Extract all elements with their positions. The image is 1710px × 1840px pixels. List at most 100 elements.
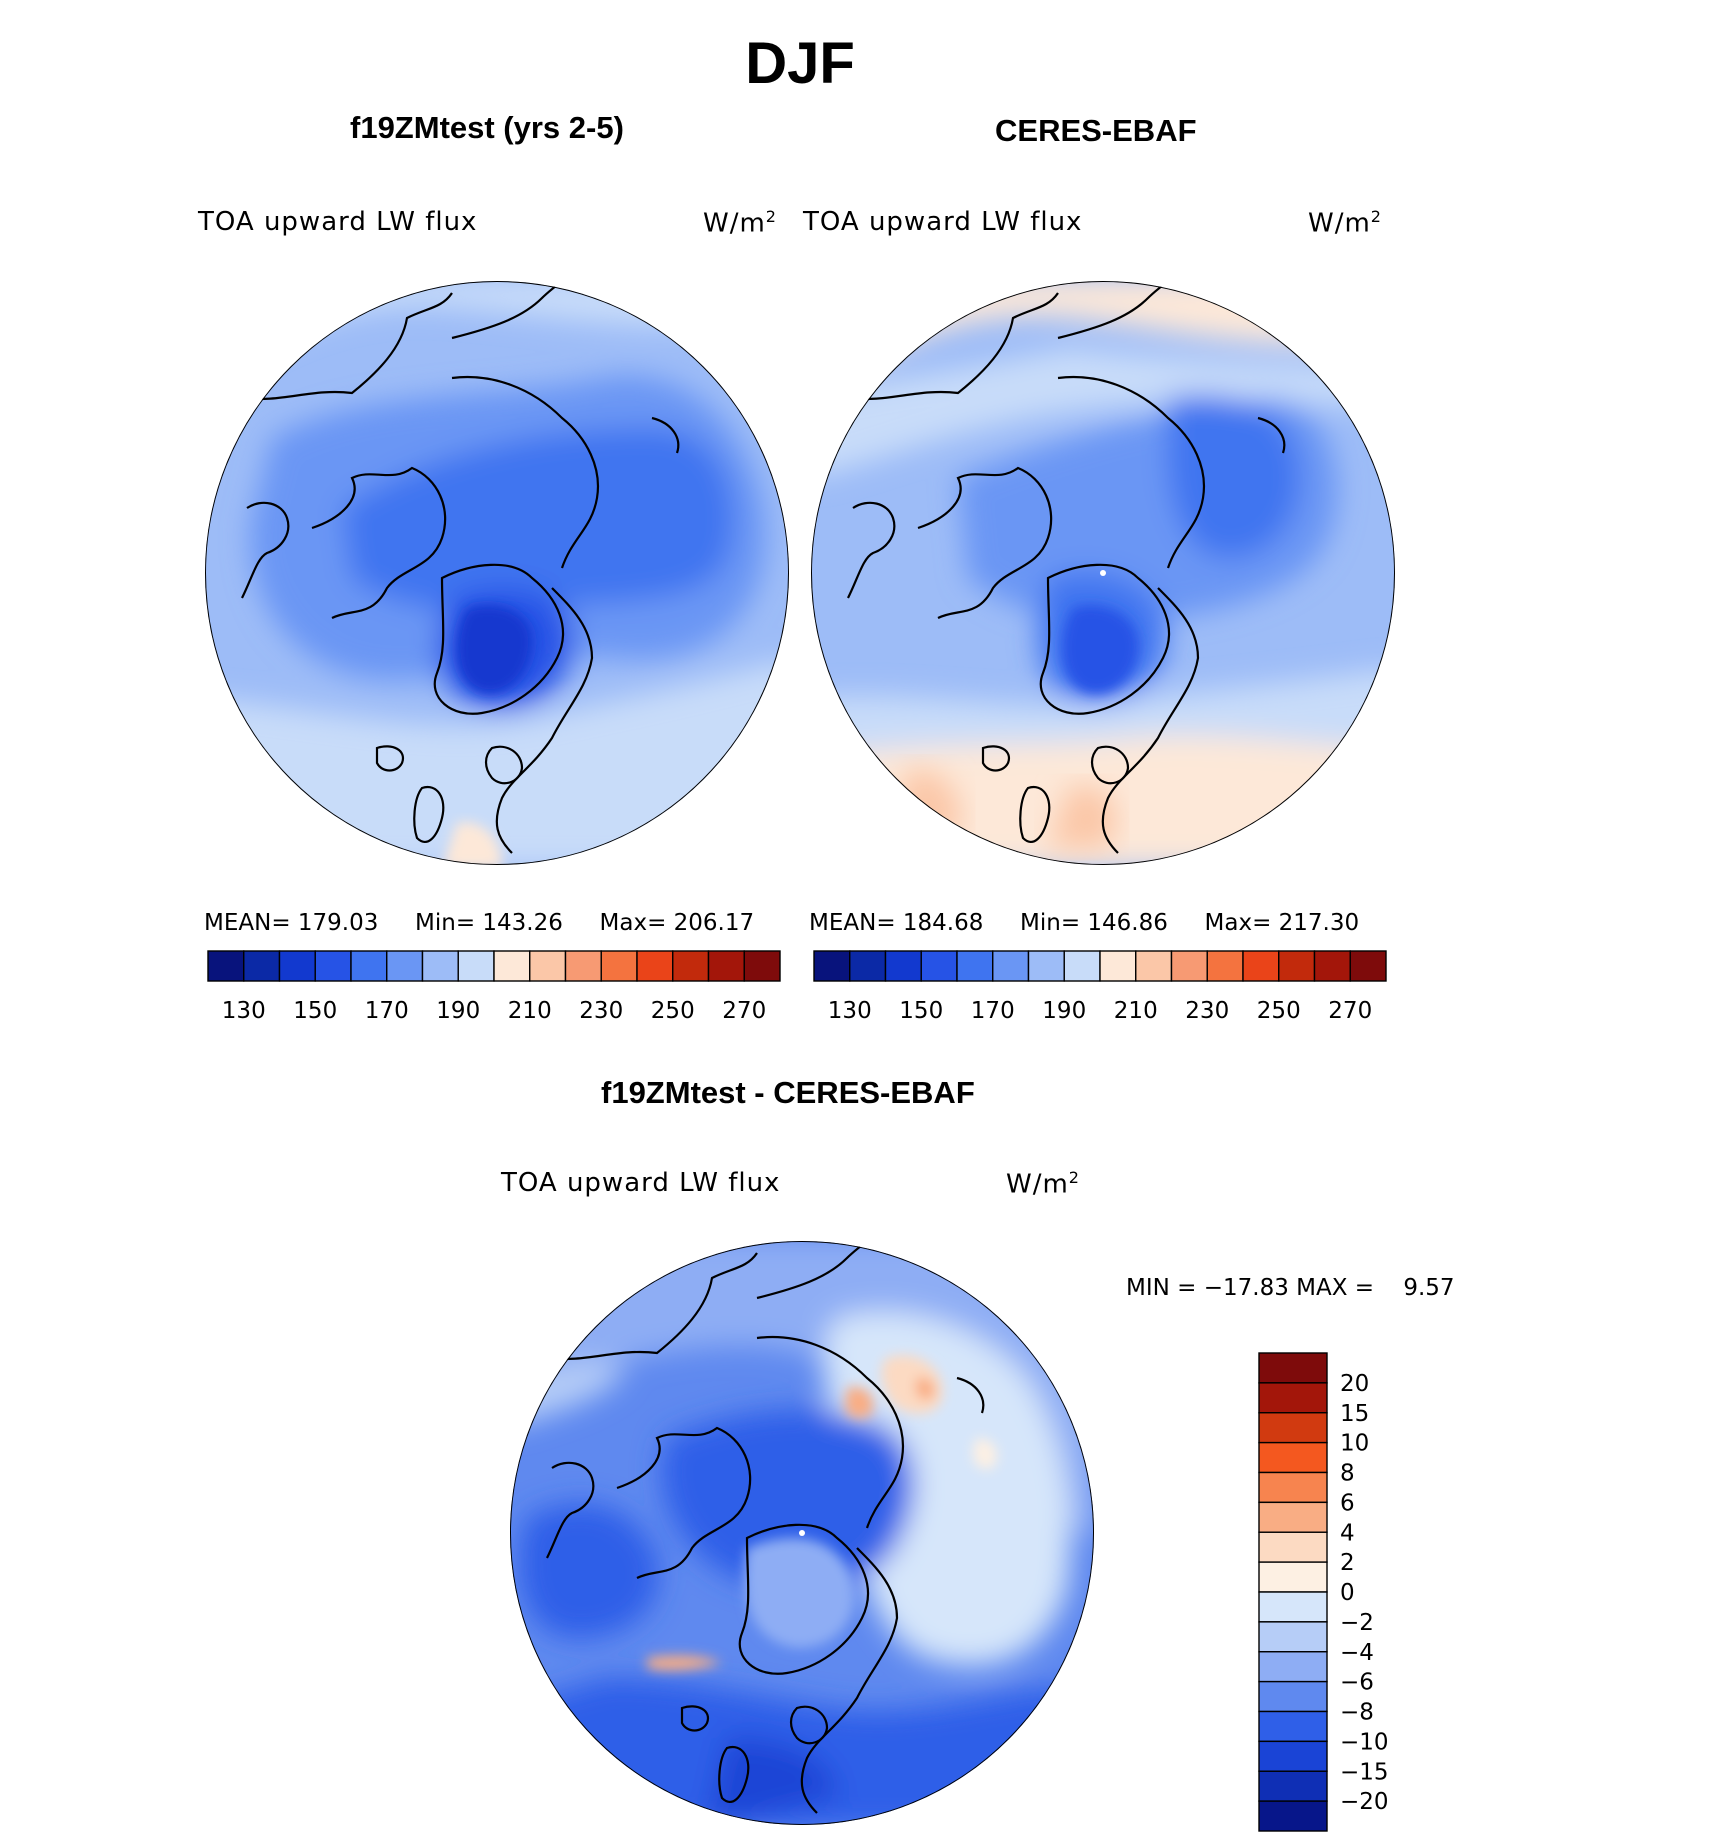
colorbar-1-tick-label: 190 xyxy=(436,998,480,1024)
map-2-region-siberia-core xyxy=(1168,395,1300,558)
colorbar-panel-1: 130 150 170 190 210 230 250 270 xyxy=(207,950,781,1024)
colorbar-diff-tick-label: 8 xyxy=(1340,1461,1355,1487)
map-2-coast-baltic xyxy=(1090,745,1130,785)
colorbar-1-tick-label: 130 xyxy=(222,998,266,1024)
colorbar-panel-2: 130 150 170 190 210 230 250 270 xyxy=(813,950,1387,1024)
colorbar-1-box-9 xyxy=(529,950,567,982)
map-3-region-canada-dark xyxy=(519,1503,659,1638)
map-2-coast-hudson xyxy=(847,501,896,599)
map-1-region-core xyxy=(342,428,734,612)
map-1-coast-alaska xyxy=(241,292,453,401)
map-panel-1 xyxy=(205,281,789,865)
map-3-region-warm-5 xyxy=(647,1655,722,1671)
colorbar-diff-box-10 xyxy=(1258,1651,1328,1683)
panel-1-stats: MEAN= 179.03 Min= 143.26 Max= 206.17 xyxy=(204,910,754,936)
panel-2-variable: TOA upward LW flux xyxy=(803,207,1083,237)
panel-1-units: W/m2 xyxy=(703,207,777,239)
colorbar-diff-box-1 xyxy=(1258,1382,1328,1414)
map-1-coast-kamchatka xyxy=(651,416,680,454)
colorbar-2-tick-label: 150 xyxy=(899,998,943,1024)
map-3-coast-iceland xyxy=(680,1705,710,1732)
colorbar-diff-tick-label: −4 xyxy=(1340,1640,1374,1666)
map-1-region-warm-1 xyxy=(442,822,502,865)
panel-1-title: f19ZMtest (yrs 2-5) xyxy=(350,110,624,145)
colorbar-2-tick-label: 190 xyxy=(1042,998,1086,1024)
map-3-coast-siberia xyxy=(756,1336,905,1529)
map-3-coast-scandinavia xyxy=(800,1547,899,1814)
panel-1-variable: TOA upward LW flux xyxy=(198,207,478,237)
colorbar-diff-box-14 xyxy=(1258,1770,1328,1802)
panel-2-units-base: W/m xyxy=(1308,208,1371,239)
panel-2-min: Min= 146.86 xyxy=(1020,910,1168,936)
map-2-coast-scandinavia xyxy=(1101,587,1200,854)
map-2-region-upper-light xyxy=(811,348,1395,478)
colorbar-1-tick-label: 150 xyxy=(293,998,337,1024)
map-3-coast-hudson xyxy=(546,1461,595,1559)
colorbar-diff-box-8 xyxy=(1258,1591,1328,1623)
map-3-coast-alaska xyxy=(546,1252,758,1361)
colorbar-1-tick-label: 230 xyxy=(579,998,623,1024)
colorbar-1-box-4 xyxy=(350,950,388,982)
colorbar-1-boxes xyxy=(207,950,781,982)
colorbar-1-box-6 xyxy=(421,950,459,982)
map-3-coast-kamchatka xyxy=(956,1376,985,1414)
colorbar-diff-tick-label: −10 xyxy=(1340,1729,1389,1755)
map-3-region-eurasia-light xyxy=(824,1311,1071,1666)
map-1-region-greenland-core xyxy=(456,604,533,694)
panel-2-title: CERES-EBAF xyxy=(995,113,1197,148)
panel-1-mean: MEAN= 179.03 xyxy=(204,910,379,936)
diff-panel-title: f19ZMtest - CERES-EBAF xyxy=(601,1075,975,1110)
map-3-region-upper xyxy=(510,1241,1094,1538)
colorbar-2-box-12 xyxy=(1242,950,1280,982)
map-3-region-warm-3 xyxy=(915,1377,935,1400)
colorbar-diff-tick-label: 10 xyxy=(1340,1431,1369,1457)
figure-title: DJF xyxy=(745,31,855,96)
colorbar-diff-box-7 xyxy=(1258,1561,1328,1593)
panel-1-units-base: W/m xyxy=(703,208,766,239)
colorbar-diff-tick-label: 20 xyxy=(1340,1371,1369,1397)
panel-2-units: W/m2 xyxy=(1308,207,1382,239)
colorbar-1-tick-label: 250 xyxy=(651,998,695,1024)
colorbar-1-box-1 xyxy=(243,950,281,982)
colorbar-2-box-8 xyxy=(1099,950,1137,982)
colorbar-1-box-15 xyxy=(743,950,781,982)
colorbar-diff-box-13 xyxy=(1258,1740,1328,1772)
map-2-coast-greenland xyxy=(1039,563,1171,715)
colorbar-1-box-0 xyxy=(207,950,245,982)
colorbar-1-box-2 xyxy=(278,950,316,982)
map-2-coastlines xyxy=(847,281,1286,854)
map-1-coast-archipelago xyxy=(311,466,447,619)
colorbar-1-ticks: 130 150 170 190 210 230 250 270 xyxy=(222,998,766,1024)
map-2-region-greenland-core xyxy=(1062,605,1139,694)
colorbar-2-ticks: 130 150 170 190 210 230 250 270 xyxy=(828,998,1372,1024)
colorbar-1-box-13 xyxy=(672,950,710,982)
colorbar-diff-box-12 xyxy=(1258,1710,1328,1743)
colorbar-1-box-14 xyxy=(707,950,745,982)
panel-2-stats: MEAN= 184.68 Min= 146.86 Max= 217.30 xyxy=(809,910,1359,936)
colorbar-1-tick-label: 210 xyxy=(508,998,552,1024)
colorbar-diff-boxes xyxy=(1258,1352,1328,1832)
colorbar-2-box-4 xyxy=(956,950,994,982)
colorbar-2-box-9 xyxy=(1135,950,1173,982)
map-1-coast-britain xyxy=(413,785,445,843)
colorbar-1-box-5 xyxy=(386,950,424,982)
map-3-coast-baltic xyxy=(789,1705,829,1745)
panel-2-units-sup: 2 xyxy=(1370,207,1382,226)
colorbar-2-box-14 xyxy=(1313,950,1351,982)
map-1-region-lower-light xyxy=(205,658,789,865)
map-1-coast-greenland xyxy=(433,563,565,715)
colorbar-diff-tick-label: 4 xyxy=(1340,1520,1355,1546)
diff-minmax: MIN = −17.83 MAX = 9.57 xyxy=(1126,1275,1455,1301)
colorbar-diff-box-11 xyxy=(1258,1680,1328,1713)
map-1-region-warm-2 xyxy=(272,333,293,362)
colorbar-2-box-7 xyxy=(1063,950,1101,982)
colorbar-2-tick-label: 250 xyxy=(1257,998,1301,1024)
colorbar-diff-tick-label: −20 xyxy=(1340,1789,1389,1815)
colorbar-2-box-15 xyxy=(1349,950,1387,982)
colorbar-2-tick-label: 230 xyxy=(1185,998,1229,1024)
panel-1-min: Min= 143.26 xyxy=(415,910,563,936)
colorbar-1-box-8 xyxy=(493,950,531,982)
map-2-coast-kamchatka xyxy=(1257,416,1286,454)
colorbar-diff-tick-label: −15 xyxy=(1340,1759,1389,1785)
